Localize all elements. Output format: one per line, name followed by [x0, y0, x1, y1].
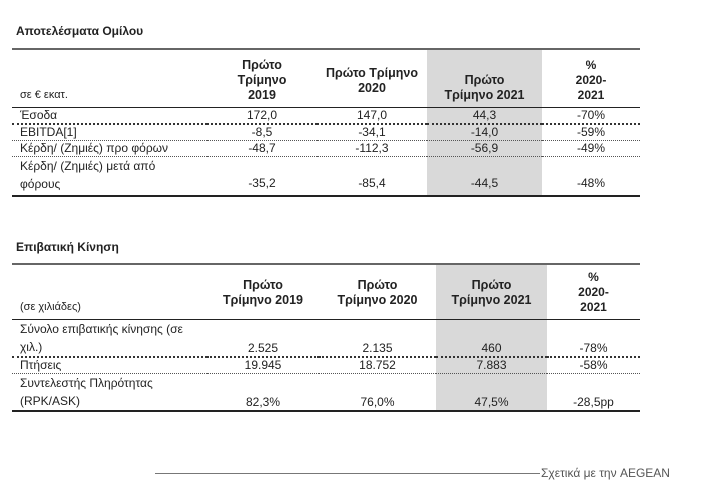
cell: 47,5%	[436, 373, 547, 411]
cell: 2.135	[362, 340, 393, 355]
col-header: Πρώτο Τρίμηνο 2019	[237, 57, 287, 102]
row-label: Κέρδη/ (Ζημιές) προ φόρων	[20, 140, 169, 155]
cell: -49%	[576, 140, 605, 155]
col-header: % 2020-2021	[575, 57, 607, 102]
cell: -14,0	[427, 123, 542, 140]
row-label: Κέρδη/ (Ζημιές) μετά από φόρους	[20, 158, 156, 191]
cell: -28,5pp	[573, 394, 614, 409]
group-results-table: σε € εκατ. Πρώτο Τρίμηνο 2019 Πρώτο Τρίμ…	[12, 48, 640, 197]
col-header: Πρώτο Τρίμηνο 2020	[337, 277, 418, 307]
cell: 82,3%	[245, 394, 281, 409]
cell: -56,9	[427, 140, 542, 156]
table-row: Κέρδη/ (Ζημιές) μετά από φόρους -35,2 -85,…	[12, 156, 640, 196]
cell: 44,3	[427, 107, 542, 124]
ebitda-link[interactable]: EBITDA[1]	[20, 124, 77, 139]
cell: -59%	[576, 124, 605, 139]
footer-divider	[155, 473, 540, 474]
cell: -112,3	[355, 140, 389, 155]
group-results-title: Αποτελέσματα Ομίλου	[16, 24, 144, 38]
cell: 2.525	[247, 340, 279, 355]
traffic-table: (σε χιλιάδες) Πρώτο Τρίμηνο 2019 Πρώτο Τ…	[12, 263, 640, 412]
cell: 19.945	[244, 357, 282, 372]
cell: -48%	[576, 175, 605, 190]
table-row: Πτήσεις 19.945 18.752 7.883 -58%	[12, 356, 640, 373]
cell: 18.752	[359, 357, 396, 372]
cell: -58%	[579, 357, 608, 372]
about-aegean-link[interactable]: Σχετικά με την AEGEAN	[541, 466, 670, 480]
cell: 7.883	[436, 356, 547, 373]
table-row: EBITDA[1] -8,5 -34,1 -14,0 -59%	[12, 123, 640, 140]
cell: 147,0	[356, 107, 388, 122]
cell: -44,5	[427, 156, 542, 196]
row-label: Σύνολο επιβατικής κίνησης (σε χιλ.)	[20, 321, 183, 354]
table-row: Σύνολο επιβατικής κίνησης (σε χιλ.) 2.525…	[12, 319, 640, 357]
col-header: Πρώτο Τρίμηνο 2019	[223, 277, 303, 307]
col-header: Πρώτο Τρίμηνο 2020	[325, 66, 419, 96]
col-header: Πρώτο Τρίμηνο 2021	[427, 49, 542, 107]
cell: -8,5	[251, 124, 273, 139]
cell: -85,4	[358, 175, 386, 190]
cell: 460	[436, 319, 547, 357]
cell: 76,0%	[360, 394, 395, 409]
cell: -48,7	[248, 140, 276, 155]
unit-label: (σε χιλιάδες)	[20, 300, 81, 313]
cell: 172,0	[246, 107, 278, 122]
col-header: % 2020-2021	[578, 269, 609, 314]
row-label: Έσοδα	[20, 107, 58, 122]
cell: -35,2	[248, 175, 276, 190]
row-label: Συντελεστής Πληρότητας (RPK/ASK)	[20, 375, 153, 408]
cell: -34,1	[358, 124, 386, 139]
cell: -70%	[576, 107, 605, 122]
table-row: Έσοδα 172,0 147,0 44,3 -70%	[12, 107, 640, 124]
unit-label: σε € εκατ.	[20, 88, 68, 101]
cell: -78%	[579, 340, 608, 355]
table-row: Συντελεστής Πληρότητας (RPK/ASK) 82,3% 76,…	[12, 373, 640, 411]
table-row: Κέρδη/ (Ζημιές) προ φόρων -48,7 -112,3 -56,…	[12, 140, 640, 156]
row-label: Πτήσεις	[20, 357, 62, 372]
col-header: Πρώτο Τρίμηνο 2021	[436, 264, 547, 319]
traffic-title: Επιβατική Κίνηση	[16, 240, 119, 254]
